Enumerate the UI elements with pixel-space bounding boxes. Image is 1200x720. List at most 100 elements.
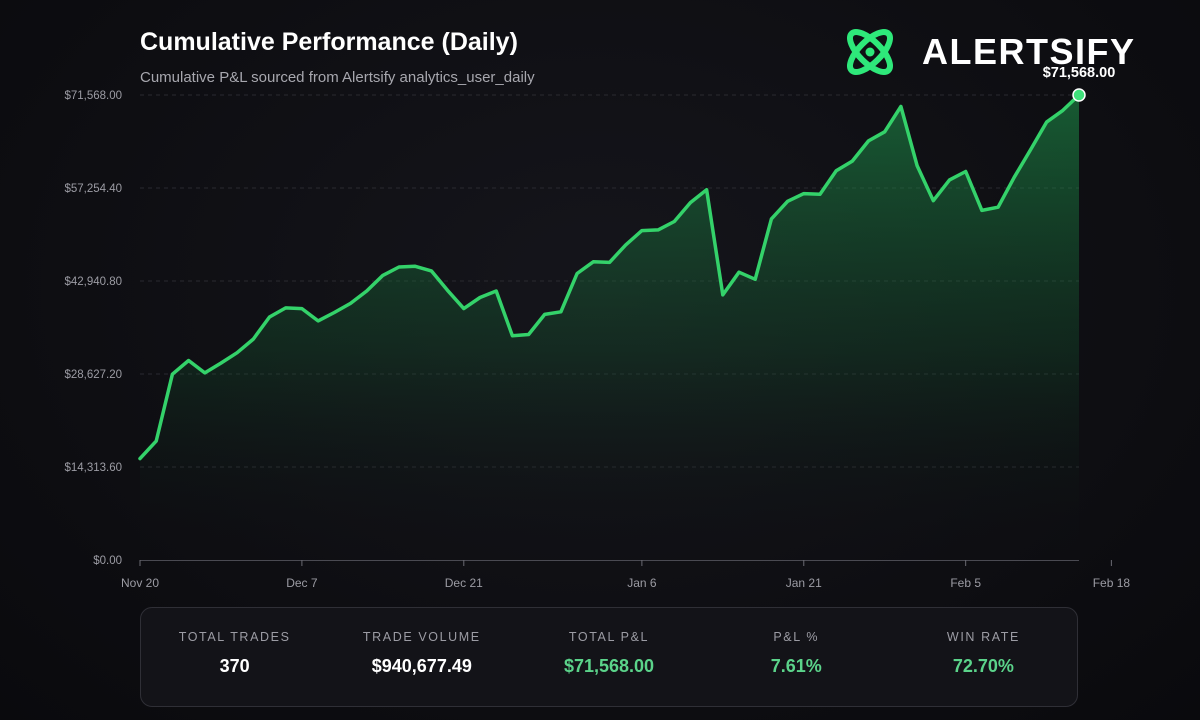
data-point — [317, 319, 320, 322]
data-point — [171, 373, 174, 376]
series-layer: $71,568.00 — [138, 65, 1116, 560]
data-point — [835, 169, 838, 172]
x-axis: Nov 20 Dec 7 Dec 21 Jan 6 Jan 21 Feb 5 Feb 18 — [121, 560, 1130, 590]
data-point — [640, 229, 643, 232]
data-point — [867, 139, 870, 142]
stat-label: TRADE VOLUME — [362, 630, 481, 644]
stat-value: 72.70% — [952, 656, 1014, 676]
data-point — [268, 316, 271, 319]
stat-value: $940,677.49 — [371, 656, 472, 676]
data-point — [673, 220, 676, 223]
data-point — [155, 440, 158, 443]
series-area — [140, 95, 1079, 560]
last-point-marker — [1072, 88, 1086, 102]
brand-name: ALERTSIFY — [922, 31, 1136, 72]
data-point — [657, 228, 660, 231]
stat-label: P&L % — [773, 630, 820, 644]
data-point — [624, 243, 627, 246]
x-tick-label: Feb 5 — [950, 576, 981, 590]
y-tick-label: $57,254.40 — [64, 183, 122, 195]
y-tick-label: $42,940.80 — [64, 276, 122, 288]
y-axis: $0.00 $14,313.60 $28,627.20 $42,940.80 $57,2… — [64, 90, 122, 567]
data-point — [592, 260, 595, 263]
x-tick-label: Nov 20 — [121, 576, 159, 590]
data-point — [721, 293, 724, 296]
stat-label: TOTAL P&L — [568, 630, 650, 644]
data-point — [738, 271, 741, 274]
x-tick-label: Dec 7 — [286, 576, 318, 590]
data-point — [511, 334, 514, 337]
data-point — [1013, 176, 1016, 179]
data-point — [576, 272, 579, 275]
data-point — [786, 200, 789, 203]
data-point — [754, 278, 757, 281]
data-point — [948, 178, 951, 181]
data-point — [770, 217, 773, 220]
x-tick-label: Dec 21 — [445, 576, 483, 590]
chart-subtitle: Cumulative P&L sourced from Alertsify an… — [140, 69, 535, 86]
data-point — [139, 457, 142, 460]
data-point — [899, 105, 902, 108]
data-point — [802, 192, 805, 195]
data-point — [851, 160, 854, 163]
atom-logo-icon — [847, 29, 893, 75]
data-point — [1061, 109, 1064, 112]
stat-trade-volume: TRADE VOLUME $940,677.49 — [328, 608, 515, 706]
data-point — [446, 289, 449, 292]
series-line — [138, 93, 1081, 461]
x-tick-label: Feb 18 — [1093, 576, 1131, 590]
x-tick-label: Jan 6 — [627, 576, 657, 590]
stat-pnl-percent: P&L % 7.61% — [703, 608, 890, 706]
y-tick-label: $0.00 — [93, 555, 122, 567]
data-point — [203, 371, 206, 374]
stat-label: WIN RATE — [946, 630, 1020, 644]
stat-total-pnl: TOTAL P&L $71,568.00 — [515, 608, 702, 706]
data-point — [478, 296, 481, 299]
brand-logo: ALERTSIFY — [838, 20, 1136, 84]
stat-value: 7.61% — [770, 656, 822, 676]
data-point — [333, 311, 336, 314]
data-point — [495, 290, 498, 293]
data-point — [398, 265, 401, 268]
chart-title: Cumulative Performance (Daily) — [140, 28, 518, 56]
last-point-label: $71,568.00 — [1043, 65, 1116, 81]
stats-panel: TOTAL TRADES 370 TRADE VOLUME $940,677.4… — [140, 607, 1078, 707]
data-point — [818, 193, 821, 196]
data-point — [1045, 121, 1048, 124]
data-point — [462, 307, 465, 310]
stat-value: $71,568.00 — [563, 656, 655, 676]
data-point — [381, 274, 384, 277]
data-point — [559, 310, 562, 313]
stat-total-trades: TOTAL TRADES 370 — [141, 608, 328, 706]
data-point — [300, 307, 303, 310]
x-tick-label: Jan 21 — [786, 576, 822, 590]
data-point — [883, 130, 886, 133]
stat-win-rate: WIN RATE 72.70% — [890, 608, 1077, 706]
data-point — [932, 199, 935, 202]
data-point — [997, 206, 1000, 209]
y-tick-label: $71,568.00 — [64, 90, 122, 102]
data-point — [414, 265, 417, 268]
stat-label: TOTAL TRADES — [178, 630, 291, 644]
stat-value: 370 — [219, 656, 250, 676]
data-point — [608, 261, 611, 264]
y-tick-label: $14,313.60 — [64, 462, 122, 474]
data-point — [964, 170, 967, 173]
data-point — [705, 188, 708, 191]
data-point — [365, 290, 368, 293]
data-point — [1029, 149, 1032, 152]
data-point — [527, 333, 530, 336]
data-point — [916, 164, 919, 167]
data-point — [284, 306, 287, 309]
cumulative-pnl-chart: $0.00 $14,313.60 $28,627.20 $42,940.80 $57,2… — [64, 65, 1131, 590]
data-point — [219, 362, 222, 365]
data-point — [980, 209, 983, 212]
data-point — [430, 269, 433, 272]
data-point — [252, 338, 255, 341]
data-point — [187, 359, 190, 362]
y-tick-label: $28,627.20 — [64, 369, 122, 381]
data-point — [543, 313, 546, 316]
data-point — [236, 351, 239, 354]
data-point — [689, 201, 692, 204]
data-point — [349, 302, 352, 305]
